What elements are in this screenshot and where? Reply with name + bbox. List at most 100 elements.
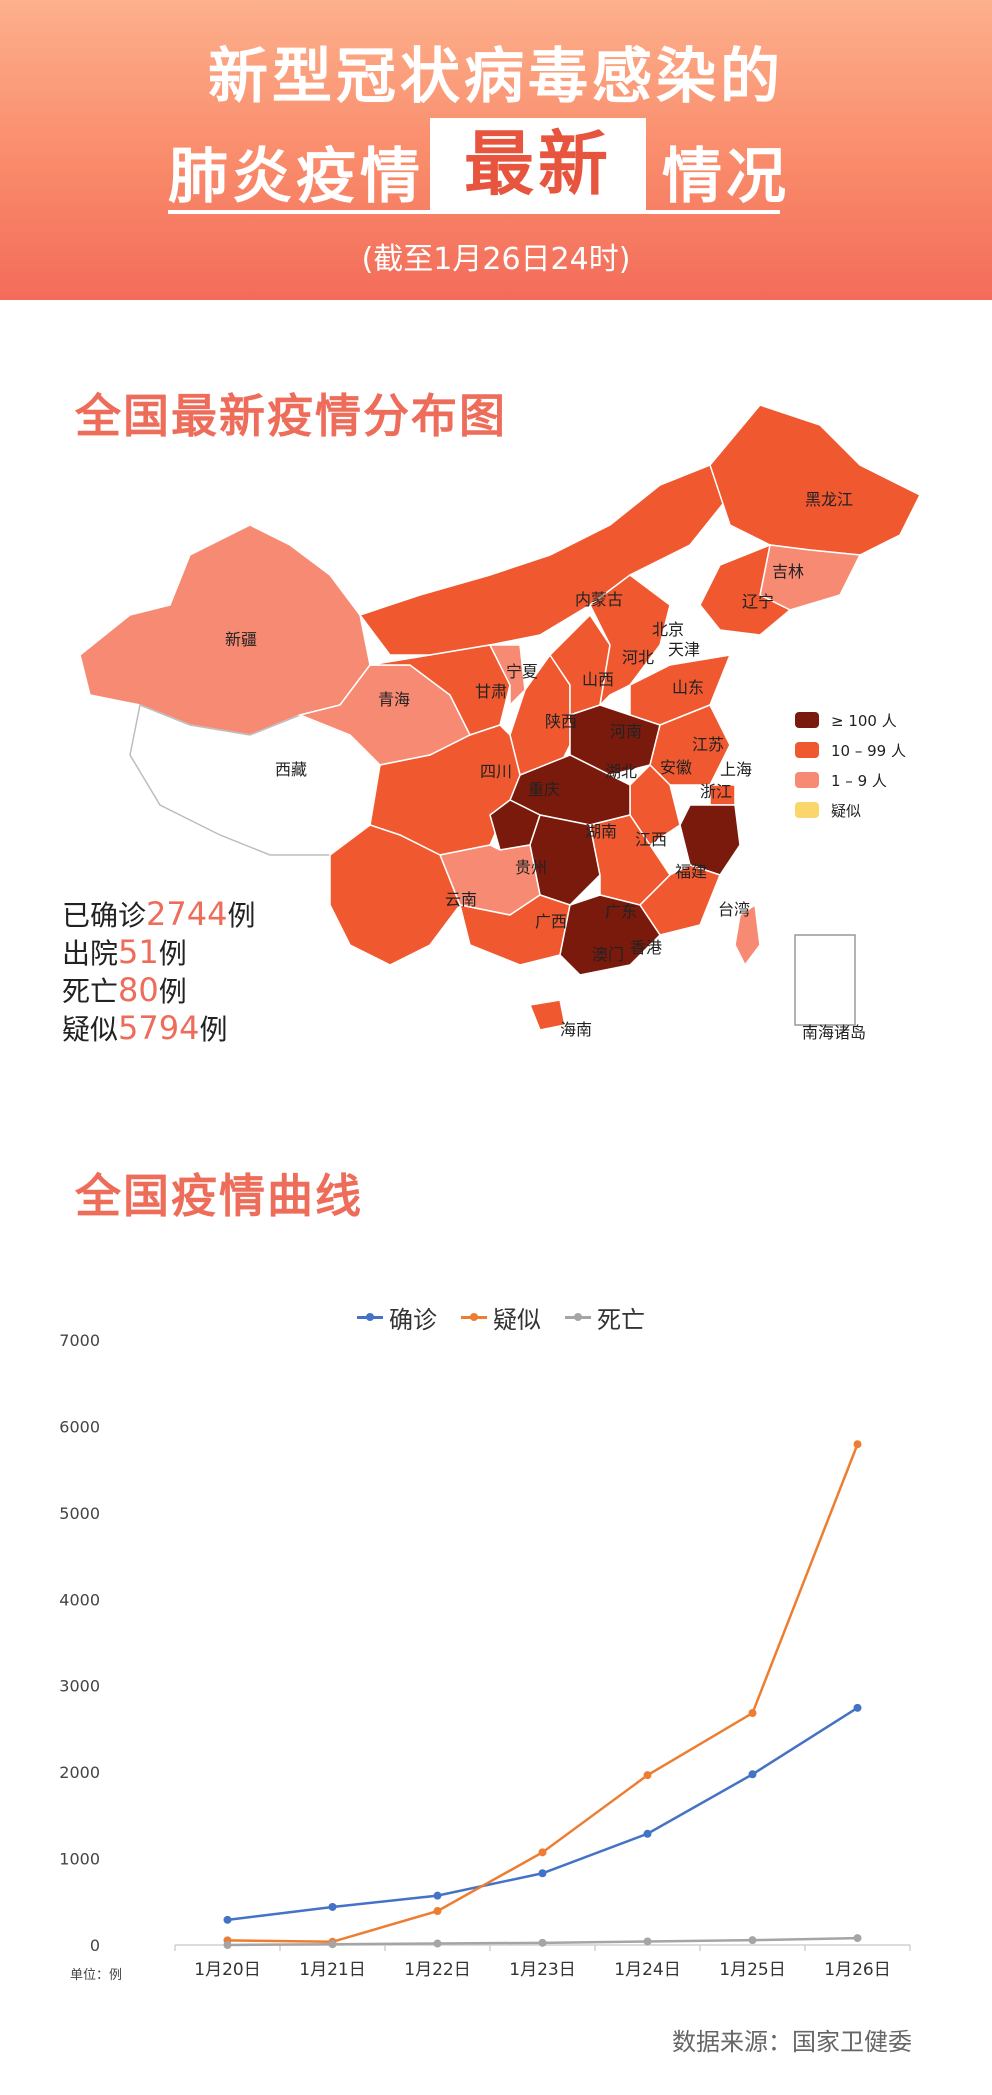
stat-unit: 例 [158, 975, 187, 1008]
stat-label: 死亡 [62, 975, 119, 1008]
map-label: 吉林 [772, 562, 804, 581]
map-label: 河北 [622, 648, 654, 667]
stat-unit: 例 [158, 937, 187, 970]
south-sea-inset [794, 934, 856, 1026]
map-label: 海南 [560, 1020, 592, 1039]
data-point [223, 1915, 232, 1924]
map-label: 陕西 [545, 712, 577, 731]
chart-legend-item: 确诊 [357, 1300, 437, 1335]
legend-label: 10 – 99 人 [831, 741, 906, 760]
data-point [748, 1936, 757, 1945]
chart-legend-label: 确诊 [389, 1306, 437, 1334]
y-tick-label: 7000 [59, 1331, 100, 1350]
map-label: 北京 [652, 620, 684, 639]
map-label: 黑龙江 [805, 490, 853, 509]
chart-svg: 0 1000 2000 3000 4000 5000 6000 7000 1月20日 1月21日 1… [59, 1331, 911, 1983]
y-tick-label: 2000 [59, 1763, 100, 1782]
map-label: 澳门 [592, 945, 624, 964]
map-label: 天津 [668, 640, 700, 659]
unit-label: 单位：例 [70, 1968, 122, 1983]
map-label: 新疆 [225, 630, 257, 649]
legend-label: 疑似 [831, 801, 862, 820]
map-label: 香港 [630, 938, 662, 957]
map-label: 内蒙古 [575, 590, 623, 609]
legend-label: ≥ 100 人 [831, 711, 897, 730]
x-tick-label: 1月25日 [719, 1960, 785, 1980]
map-label: 广西 [535, 912, 567, 931]
data-point [538, 1848, 547, 1857]
legend-item: 疑似 [795, 795, 906, 825]
map-section-title: 全国最新疫情分布图 [75, 389, 507, 443]
x-tick-label: 1月20日 [194, 1960, 260, 1980]
data-point [223, 1941, 232, 1949]
map-labels: 黑龙江 吉林 辽宁 内蒙古 新疆 北京 天津 河北 宁夏 山西 山东 甘肃 青海… [225, 490, 866, 1042]
stat-discharged: 出院51例 [62, 934, 255, 972]
legend-swatch [795, 802, 819, 818]
map-label: 重庆 [528, 780, 560, 799]
data-point [328, 1940, 337, 1949]
region-guangdong [559, 894, 661, 976]
map-label: 安徽 [660, 758, 692, 777]
stat-deaths: 死亡80例 [62, 972, 255, 1010]
series-line-1 [227, 1443, 859, 1944]
map-label: 山东 [672, 678, 704, 697]
map-label: 青海 [378, 690, 410, 709]
stat-value: 2744 [146, 895, 228, 933]
map-label: 宁夏 [506, 662, 538, 681]
region-heilongjiang [709, 404, 922, 556]
summary-stats: 已确诊2744例 出院51例 死亡80例 疑似5794例 [62, 896, 255, 1048]
chart-legend: 确诊 疑似 死亡 [357, 1300, 645, 1335]
curve-section-title: 全国疫情曲线 [75, 1169, 363, 1223]
x-tick-label: 1月21日 [299, 1960, 365, 1980]
stat-unit: 例 [199, 1013, 228, 1046]
y-tick-label: 4000 [59, 1590, 100, 1609]
header-title-line1: 新型冠状病毒感染的 [208, 42, 784, 112]
map-label: 山西 [582, 670, 614, 689]
y-tick-label: 1000 [59, 1850, 100, 1869]
stat-label: 已确诊 [62, 899, 147, 932]
map-label: 甘肃 [475, 682, 507, 701]
y-tick-label: 5000 [59, 1504, 100, 1523]
stat-unit: 例 [227, 899, 256, 932]
legend-label: 1 – 9 人 [831, 771, 887, 790]
china-map: 黑龙江 吉林 辽宁 内蒙古 新疆 北京 天津 河北 宁夏 山西 山东 甘肃 青海… [70, 404, 950, 1065]
chart-legend-label: 疑似 [493, 1306, 541, 1334]
map-label: 福建 [675, 862, 707, 881]
legend-line-icon [357, 1313, 383, 1321]
chart-legend-item: 疑似 [461, 1300, 541, 1335]
data-point [328, 1902, 337, 1911]
data-point [853, 1440, 862, 1449]
chart-legend-item: 死亡 [565, 1300, 645, 1335]
header-title-highlight: 最新 [430, 118, 646, 210]
header-underline [168, 210, 780, 214]
data-point [748, 1770, 757, 1779]
map-label: 江西 [635, 830, 667, 849]
region-liaoning [699, 543, 792, 636]
map-legend: ≥ 100 人 10 – 99 人 1 – 9 人 疑似 [795, 705, 906, 825]
data-point [433, 1939, 442, 1948]
legend-line-icon [461, 1313, 487, 1321]
y-tick-label: 0 [90, 1936, 100, 1955]
stat-label: 出院 [62, 937, 119, 970]
y-tick-label: 6000 [59, 1417, 100, 1436]
stat-suspected: 疑似5794例 [62, 1010, 255, 1048]
stat-value: 5794 [118, 1009, 200, 1047]
x-tick-label: 1月22日 [404, 1960, 470, 1980]
chart-legend-label: 死亡 [597, 1306, 645, 1334]
data-point [853, 1703, 862, 1712]
map-label: 湖南 [585, 822, 617, 841]
header-title-left: 肺炎疫情 [168, 142, 424, 212]
region-yunnan [329, 824, 461, 966]
stat-value: 80 [118, 971, 159, 1009]
series-line-0 [227, 1706, 859, 1922]
map-label: 辽宁 [742, 592, 774, 611]
map-label: 广东 [605, 902, 637, 921]
data-point [433, 1891, 442, 1900]
legend-item: 1 – 9 人 [795, 765, 906, 795]
epidemic-line-chart: 0 1000 2000 3000 4000 5000 6000 7000 1月20日 1月21日 1… [55, 1290, 935, 2010]
stat-label: 疑似 [62, 1013, 119, 1046]
x-tick-label: 1月26日 [824, 1960, 890, 1980]
region-hainan [528, 999, 566, 1031]
legend-swatch [795, 712, 819, 728]
data-point [433, 1907, 442, 1916]
